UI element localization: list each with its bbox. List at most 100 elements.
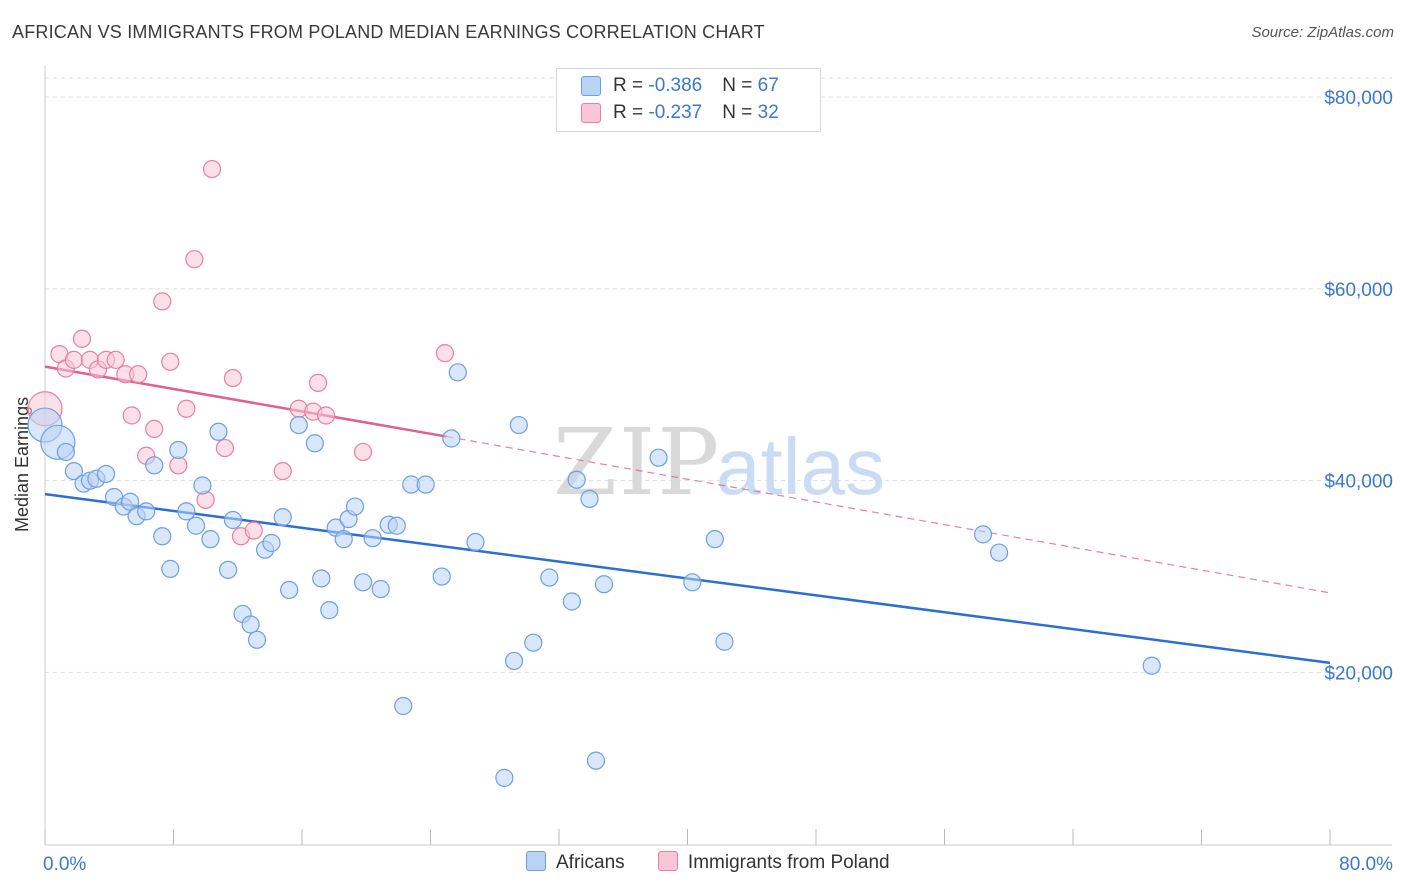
- africans-point: [161, 559, 180, 578]
- africans-point: [387, 516, 406, 535]
- africans-point: [432, 567, 451, 586]
- africans-point: [562, 592, 581, 611]
- africans-point: [345, 497, 365, 516]
- poland-point: [273, 461, 292, 481]
- africans-point: [649, 448, 668, 467]
- africans-point: [448, 363, 467, 382]
- africans-point: [416, 475, 435, 494]
- poland-point: [72, 329, 92, 348]
- africans-point: [363, 529, 382, 548]
- data-points: [27, 159, 1161, 787]
- africans-point: [273, 508, 292, 527]
- watermark-zip: ZIP: [553, 409, 721, 516]
- africans-point: [509, 415, 528, 435]
- africans-point: [186, 516, 206, 535]
- poland-point: [435, 344, 455, 363]
- poland-legend-swatch: [657, 851, 678, 871]
- x-tick-label-max: 80.0%: [1339, 854, 1393, 875]
- africans-point: [312, 569, 331, 588]
- watermark-atlas: atlas: [716, 422, 885, 511]
- poland-point: [161, 352, 180, 371]
- africans-point: [64, 461, 84, 481]
- x-tick-label-min: 0.0%: [43, 854, 86, 875]
- africans-swatch: [581, 75, 601, 96]
- y-tick-label: $60,000: [1324, 280, 1393, 301]
- legend-n-value: 32: [757, 102, 779, 123]
- africans-point: [442, 429, 461, 448]
- poland-point: [122, 406, 141, 425]
- poland-trend-extension: [446, 435, 1331, 594]
- africans-point: [193, 476, 212, 495]
- poland-point: [215, 438, 234, 458]
- chart-source: Source: ZipAtlas.com: [1251, 24, 1394, 41]
- africans-point: [305, 434, 324, 453]
- y-tick-label: $80,000: [1324, 88, 1393, 109]
- poland-point: [177, 399, 196, 418]
- africans-point: [705, 530, 724, 549]
- poland-point: [153, 292, 172, 311]
- poland-point: [106, 350, 125, 369]
- legend-n-value: 67: [757, 75, 779, 96]
- africans-point: [96, 464, 116, 484]
- africans-point: [177, 502, 196, 521]
- poland-point: [202, 159, 222, 179]
- legend-r-value: -0.237: [648, 102, 703, 123]
- chart-title: AFRICAN VS IMMIGRANTS FROM POLAND MEDIAN…: [12, 22, 765, 42]
- africans-point: [495, 768, 514, 787]
- poland-legend-label: Immigrants from Poland: [687, 852, 890, 873]
- africans-point: [580, 489, 599, 508]
- africans-point: [524, 633, 543, 652]
- poland-trend-line: [44, 365, 447, 438]
- africans-point: [540, 568, 559, 587]
- poland-point: [185, 250, 204, 269]
- africans-point: [371, 579, 390, 599]
- watermark: ZIP atlas: [553, 409, 885, 516]
- tick-labels: $20,000 $40,000 $60,000 $80,000 0.0% 80.0%: [43, 88, 1393, 875]
- poland-point: [316, 406, 336, 425]
- poland-point: [64, 350, 84, 369]
- africans-point: [567, 470, 586, 489]
- correlation-legend: R = -0.386 N = 67 R = -0.237 N = 32: [556, 68, 821, 132]
- africans-point: [990, 543, 1009, 562]
- africans-point: [586, 751, 606, 770]
- poland-point: [244, 521, 263, 540]
- legend-item-poland[interactable]: Immigrants from Poland: [657, 851, 890, 874]
- africans-point: [353, 573, 373, 592]
- y-tick-label: $40,000: [1324, 472, 1393, 493]
- africans-point: [145, 456, 164, 475]
- legend-row-poland: R = -0.237 N = 32: [581, 102, 779, 126]
- africans-point: [594, 575, 614, 594]
- africans-point: [394, 696, 413, 716]
- poland-point: [223, 368, 243, 388]
- poland-point: [145, 419, 164, 439]
- legend-n-label: N =: [722, 102, 758, 123]
- africans-point: [169, 440, 188, 460]
- africans-point: [223, 510, 243, 530]
- africans-point: [137, 502, 156, 521]
- africans-point: [973, 525, 993, 544]
- series-legend: Africans Immigrants from Poland: [526, 851, 918, 874]
- legend-r-label: R =: [613, 102, 649, 123]
- poland-swatch: [581, 102, 601, 123]
- legend-item-africans[interactable]: Africans: [526, 851, 625, 874]
- legend-r-value: -0.386: [648, 75, 703, 96]
- legend-row-africans: R = -0.386 N = 67: [581, 75, 779, 99]
- africans-point: [334, 530, 353, 549]
- africans-point: [320, 601, 339, 620]
- africans-point: [1142, 656, 1161, 675]
- poland-point: [169, 456, 188, 475]
- legend-r-label: R =: [613, 75, 649, 96]
- africans-point: [247, 630, 267, 649]
- africans-point: [715, 632, 734, 651]
- africans-point: [280, 580, 299, 600]
- axes: [44, 66, 1392, 846]
- africans-point: [219, 560, 238, 579]
- africans-legend-label: Africans: [556, 852, 625, 873]
- africans-point: [466, 532, 485, 552]
- poland-point: [129, 365, 148, 384]
- y-tick-label: $20,000: [1324, 663, 1393, 684]
- africans-point: [201, 530, 220, 549]
- legend-n-label: N =: [722, 75, 758, 96]
- poland-point: [308, 373, 328, 392]
